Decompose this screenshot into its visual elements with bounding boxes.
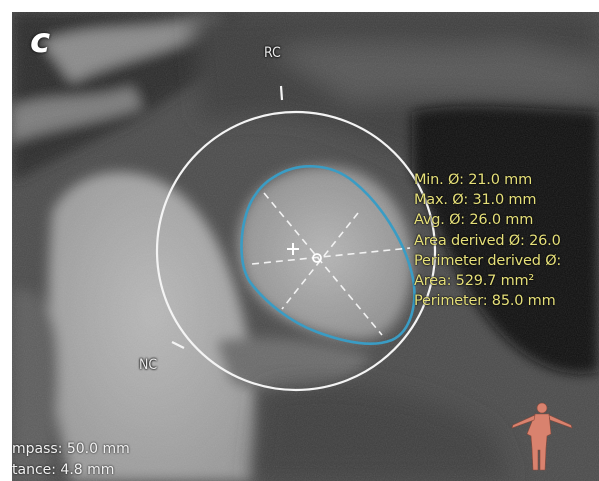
measurement-area-derived-diameter: Area derived Ø: 26.0 xyxy=(414,232,561,249)
annulus-contour[interactable] xyxy=(240,165,416,346)
ct-viewport[interactable]: c RC NC Min. Ø: 21.0 mm Max. Ø: 31.0 mm … xyxy=(12,12,599,481)
bottom-readout: mpass: 50.0 mm tance: 4.8 mm xyxy=(12,439,130,481)
max-diameter-line xyxy=(263,192,383,336)
nc-tick xyxy=(171,341,185,349)
measurement-avg-diameter: Avg. Ø: 26.0 mm xyxy=(414,212,534,229)
panel-letter: c xyxy=(30,21,51,61)
measurement-max-diameter: Max. Ø: 31.0 mm xyxy=(414,192,537,209)
measurement-min-diameter: Min. Ø: 21.0 mm xyxy=(414,172,532,188)
measurement-perimeter: Perimeter: 85.0 mm xyxy=(414,293,556,310)
rc-label: RC xyxy=(264,45,281,61)
distance-readout: tance: 4.8 mm xyxy=(12,462,115,478)
measurement-area: Area: 529.7 mm² xyxy=(414,273,535,290)
avg-diameter-line xyxy=(251,247,411,265)
compass-circle[interactable] xyxy=(155,110,437,392)
nc-label: NC xyxy=(139,357,158,373)
measurement-panel: Min. Ø: 21.0 mm Max. Ø: 31.0 mm Avg. Ø: … xyxy=(414,170,561,311)
center-marker[interactable] xyxy=(312,253,322,263)
human-body-orientation-icon[interactable] xyxy=(507,400,577,472)
annotation-overlay xyxy=(155,85,437,392)
crosshair-icon[interactable] xyxy=(287,243,299,255)
rc-tick xyxy=(279,85,284,101)
measurement-perimeter-derived-diameter: Perimeter derived Ø: xyxy=(414,252,562,269)
compass-readout: mpass: 50.0 mm xyxy=(12,441,130,457)
ct-image xyxy=(12,12,599,481)
